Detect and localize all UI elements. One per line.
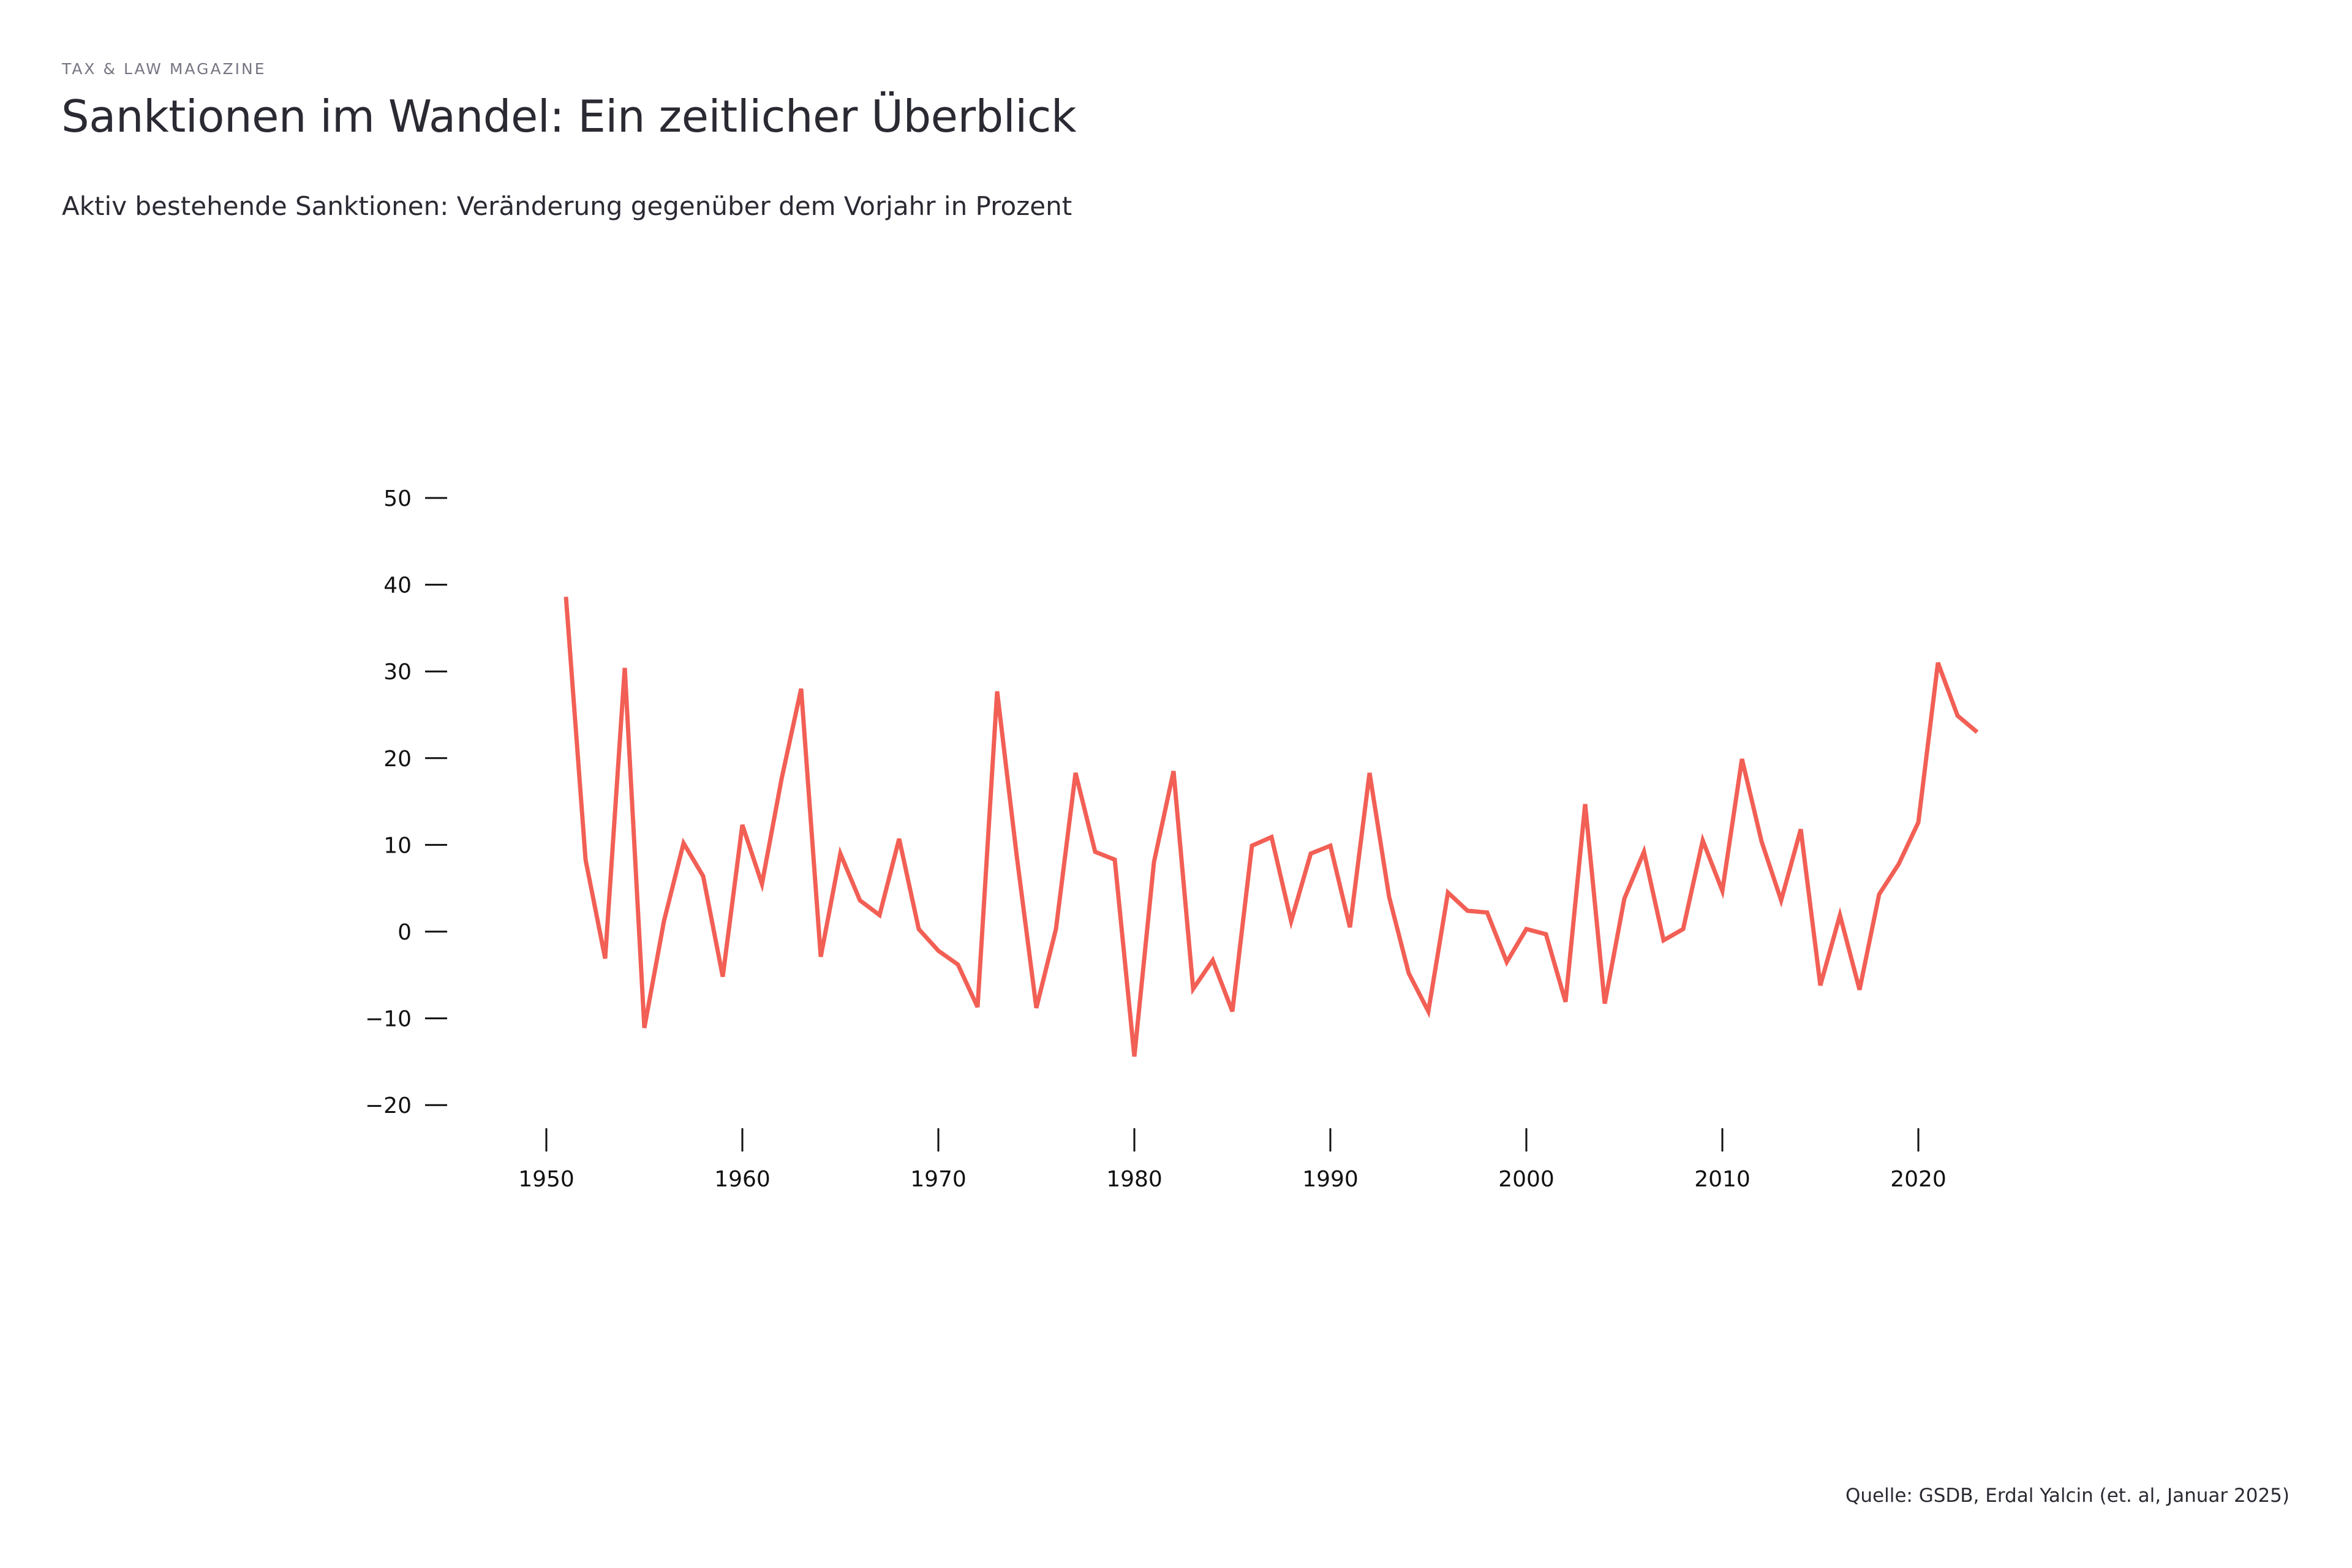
y-tick-label: 40 bbox=[383, 573, 412, 598]
x-tick-label: 2010 bbox=[1694, 1167, 1751, 1192]
chart-subtitle: Aktiv bestehende Sanktionen: Veränderung… bbox=[62, 191, 1072, 221]
series-line bbox=[564, 597, 1979, 1057]
publication-kicker: TAX & LAW MAGAZINE bbox=[62, 60, 266, 78]
x-tick-label: 2000 bbox=[1498, 1167, 1555, 1192]
x-tick-label: 2020 bbox=[1890, 1167, 1947, 1192]
page-title: Sanktionen im Wandel: Ein zeitlicher Übe… bbox=[61, 91, 1077, 142]
y-tick-label: 50 bbox=[383, 486, 412, 511]
x-axis: 1950 1960 1970 1980 1990 2000 2010 2020 bbox=[518, 1128, 1947, 1192]
y-tick-label: 0 bbox=[398, 920, 412, 945]
series-group bbox=[564, 597, 1979, 1057]
y-tick-label: 30 bbox=[383, 660, 412, 685]
y-tick-label: −20 bbox=[365, 1093, 412, 1118]
source-note: Quelle: GSDB, Erdal Yalcin (et. al, Janu… bbox=[1845, 1485, 2290, 1507]
x-tick-label: 1960 bbox=[714, 1167, 771, 1192]
x-tick-label: 1980 bbox=[1106, 1167, 1163, 1192]
x-tick-label: 1970 bbox=[910, 1167, 967, 1192]
y-tick-label: 10 bbox=[383, 833, 412, 858]
y-tick-label: −10 bbox=[365, 1007, 412, 1032]
y-axis: 50 40 30 20 10 0 −10 −20 bbox=[365, 486, 447, 1118]
y-tick-label: 20 bbox=[383, 747, 412, 772]
x-tick-label: 1990 bbox=[1302, 1167, 1359, 1192]
x-tick-label: 1950 bbox=[518, 1167, 575, 1192]
